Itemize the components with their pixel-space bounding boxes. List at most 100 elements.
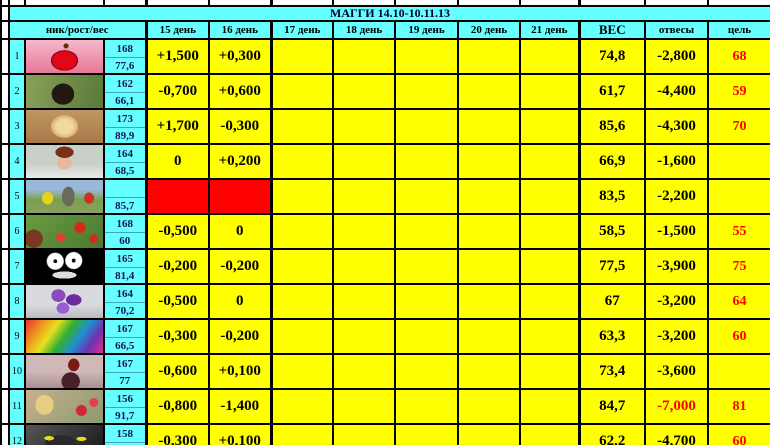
otvesy-cell[interactable]: -2,800 bbox=[644, 38, 709, 75]
day21-cell[interactable] bbox=[519, 283, 580, 320]
row-number-cell[interactable]: 9 bbox=[8, 318, 26, 355]
col-header-day19[interactable]: 19 день bbox=[394, 20, 459, 40]
day21-cell[interactable] bbox=[519, 73, 580, 110]
avatar-cell[interactable] bbox=[24, 178, 105, 215]
col-header-otvesy[interactable]: отвесы bbox=[644, 20, 709, 40]
day19-cell[interactable] bbox=[394, 38, 459, 75]
ves-cell[interactable]: 84,7 bbox=[577, 388, 646, 425]
row-number-cell[interactable]: 2 bbox=[8, 73, 26, 110]
row-number-cell[interactable]: 4 bbox=[8, 143, 26, 180]
day17-cell[interactable] bbox=[269, 423, 334, 445]
day18-cell[interactable] bbox=[332, 178, 396, 215]
day17-cell[interactable] bbox=[269, 38, 334, 75]
col-header-day21[interactable]: 21 день bbox=[519, 20, 580, 40]
day19-cell[interactable] bbox=[394, 108, 459, 145]
day20-cell[interactable] bbox=[457, 213, 521, 250]
day15-cell[interactable]: -0,300 bbox=[144, 423, 210, 445]
height-weight-cell[interactable]: 164 70,2 bbox=[103, 283, 147, 320]
ves-cell[interactable]: 73,4 bbox=[577, 353, 646, 390]
day17-cell[interactable] bbox=[269, 388, 334, 425]
day17-cell[interactable] bbox=[269, 283, 334, 320]
height-weight-cell[interactable]: 162 66,1 bbox=[103, 73, 147, 110]
goal-cell[interactable] bbox=[707, 143, 770, 180]
day18-cell[interactable] bbox=[332, 283, 396, 320]
day21-cell[interactable] bbox=[519, 353, 580, 390]
day15-cell[interactable]: -0,500 bbox=[144, 213, 210, 250]
height-weight-cell[interactable]: 168 60 bbox=[103, 213, 147, 250]
row-number-cell[interactable]: 5 bbox=[8, 178, 26, 215]
otvesy-cell[interactable]: -3,600 bbox=[644, 353, 709, 390]
row-number-cell[interactable]: 1 bbox=[8, 38, 26, 75]
day17-cell[interactable] bbox=[269, 143, 334, 180]
otvesy-cell[interactable]: -2,200 bbox=[644, 178, 709, 215]
day16-cell[interactable]: +0,100 bbox=[208, 353, 272, 390]
day17-cell[interactable] bbox=[269, 178, 334, 215]
col-header-ves[interactable]: ВЕС bbox=[577, 20, 646, 40]
day16-cell[interactable]: +0,300 bbox=[208, 38, 272, 75]
otvesy-cell[interactable]: -4,300 bbox=[644, 108, 709, 145]
day19-cell[interactable] bbox=[394, 388, 459, 425]
ves-cell[interactable]: 62,2 bbox=[577, 423, 646, 445]
day19-cell[interactable] bbox=[394, 318, 459, 355]
ves-cell[interactable]: 67 bbox=[577, 283, 646, 320]
ves-cell[interactable]: 61,7 bbox=[577, 73, 646, 110]
day18-cell[interactable] bbox=[332, 143, 396, 180]
goal-cell[interactable]: 68 bbox=[707, 38, 770, 75]
ves-cell[interactable]: 63,3 bbox=[577, 318, 646, 355]
day18-cell[interactable] bbox=[332, 213, 396, 250]
day17-cell[interactable] bbox=[269, 213, 334, 250]
day21-cell[interactable] bbox=[519, 108, 580, 145]
row-number-cell[interactable]: 11 bbox=[8, 388, 26, 425]
otvesy-cell[interactable]: -3,200 bbox=[644, 283, 709, 320]
day15-cell[interactable]: -0,700 bbox=[144, 73, 210, 110]
goal-cell[interactable]: 60 bbox=[707, 318, 770, 355]
day21-cell[interactable] bbox=[519, 143, 580, 180]
height-weight-cell[interactable]: 167 66,5 bbox=[103, 318, 147, 355]
goal-cell[interactable] bbox=[707, 353, 770, 390]
day15-cell[interactable]: +1,500 bbox=[144, 38, 210, 75]
day15-cell[interactable]: 0 bbox=[144, 143, 210, 180]
otvesy-cell[interactable]: -4,700 bbox=[644, 423, 709, 445]
day20-cell[interactable] bbox=[457, 388, 521, 425]
col-header-day20[interactable]: 20 день bbox=[457, 20, 521, 40]
day18-cell[interactable] bbox=[332, 318, 396, 355]
day19-cell[interactable] bbox=[394, 143, 459, 180]
avatar-cell[interactable] bbox=[24, 38, 105, 75]
day20-cell[interactable] bbox=[457, 108, 521, 145]
avatar-cell[interactable] bbox=[24, 248, 105, 285]
day19-cell[interactable] bbox=[394, 283, 459, 320]
day18-cell[interactable] bbox=[332, 353, 396, 390]
ves-cell[interactable]: 66,9 bbox=[577, 143, 646, 180]
day19-cell[interactable] bbox=[394, 353, 459, 390]
day16-cell[interactable]: 0 bbox=[208, 213, 272, 250]
otvesy-cell[interactable]: -1,500 bbox=[644, 213, 709, 250]
day19-cell[interactable] bbox=[394, 73, 459, 110]
goal-cell[interactable]: 59 bbox=[707, 73, 770, 110]
day15-cell[interactable]: +1,700 bbox=[144, 108, 210, 145]
col-header-day17[interactable]: 17 день bbox=[269, 20, 334, 40]
ves-cell[interactable]: 85,6 bbox=[577, 108, 646, 145]
day17-cell[interactable] bbox=[269, 353, 334, 390]
day21-cell[interactable] bbox=[519, 423, 580, 445]
day17-cell[interactable] bbox=[269, 248, 334, 285]
day18-cell[interactable] bbox=[332, 38, 396, 75]
day16-cell[interactable]: -0,300 bbox=[208, 108, 272, 145]
col-header-goal[interactable]: цель bbox=[707, 20, 770, 40]
avatar-cell[interactable] bbox=[24, 283, 105, 320]
day16-cell[interactable]: +0,100 bbox=[208, 423, 272, 445]
day21-cell[interactable] bbox=[519, 388, 580, 425]
day18-cell[interactable] bbox=[332, 73, 396, 110]
avatar-cell[interactable] bbox=[24, 73, 105, 110]
otvesy-cell[interactable]: -4,400 bbox=[644, 73, 709, 110]
goal-cell[interactable]: 64 bbox=[707, 283, 770, 320]
avatar-cell[interactable] bbox=[24, 318, 105, 355]
day16-cell[interactable] bbox=[208, 178, 272, 215]
otvesy-cell[interactable]: -3,200 bbox=[644, 318, 709, 355]
row-number-cell[interactable]: 7 bbox=[8, 248, 26, 285]
avatar-cell[interactable] bbox=[24, 213, 105, 250]
day15-cell[interactable]: -0,600 bbox=[144, 353, 210, 390]
avatar-cell[interactable] bbox=[24, 388, 105, 425]
day21-cell[interactable] bbox=[519, 318, 580, 355]
day19-cell[interactable] bbox=[394, 178, 459, 215]
day20-cell[interactable] bbox=[457, 143, 521, 180]
